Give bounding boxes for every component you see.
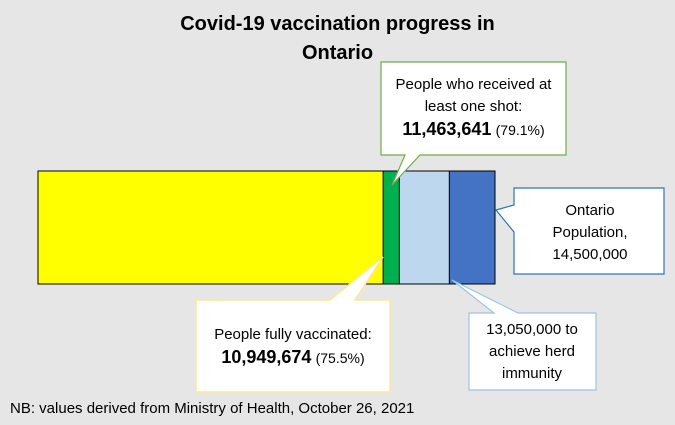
- value-label: 11,463,641: [402, 119, 492, 139]
- share-label: (75.5%): [315, 350, 365, 366]
- chart-title: Covid-19 vaccination progress in Ontario: [0, 10, 675, 68]
- series-name: People fully vaccinated:: [214, 326, 372, 343]
- callout-herd: [451, 279, 597, 391]
- bar: [37, 170, 384, 285]
- series-name: to achieve herd immunity: [489, 321, 578, 382]
- series-name: Ontario Population,: [552, 202, 628, 241]
- series-name: People who received at least one shot:: [395, 76, 552, 115]
- label-population: Ontario Population, 14,500,000: [530, 200, 650, 266]
- bars: [37, 170, 496, 285]
- label-one-shot: People who received at least one shot: 1…: [385, 74, 562, 142]
- footnote: NB: values derived from Ministry of Heal…: [10, 400, 415, 417]
- callout-one-shot: [380, 61, 567, 186]
- callout-population: [494, 187, 665, 275]
- label-fully: People fully vaccinated: 10,949,674 (75.…: [200, 324, 386, 370]
- title-text: Covid-19 vaccination progress in Ontario: [180, 13, 495, 64]
- share-label: (79.1%): [495, 122, 545, 138]
- value-label: 13,050,000: [486, 321, 562, 338]
- label-herd: 13,050,000 to achieve herd immunity: [472, 319, 592, 385]
- value-label: 10,949,674: [221, 347, 312, 367]
- callout-fully: [195, 256, 391, 393]
- value-label: 14,500,000: [552, 246, 628, 263]
